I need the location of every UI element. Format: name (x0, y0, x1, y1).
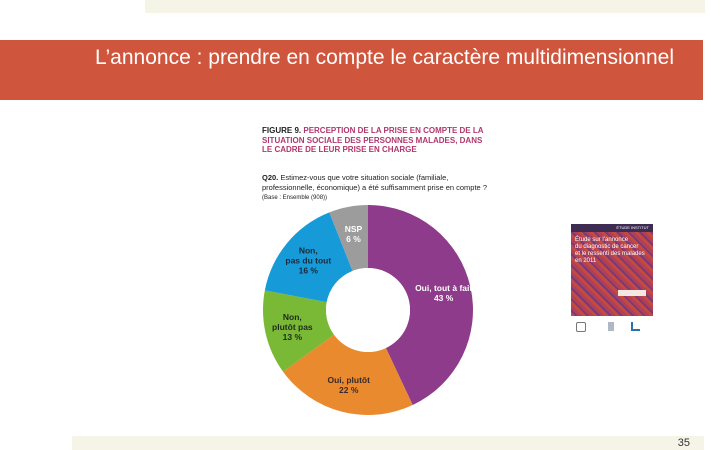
cover-logos (571, 320, 653, 336)
slice-label: NSP 6 % (345, 224, 363, 244)
slice-label: Non, plutôt pas 13 % (272, 312, 313, 342)
cover-box (618, 290, 646, 296)
report-cover: ÉTUDE INSTITUT Étude sur l’annonce du di… (571, 224, 653, 316)
donut-slice (283, 334, 413, 415)
cover-date: en 2011 (575, 258, 597, 264)
donut-slice (263, 290, 335, 372)
cover-title-line: et le ressenti des malades (575, 251, 645, 257)
cover-title-line: Étude sur l’annonce (575, 237, 629, 243)
slice-label: Oui, tout à fait 43 % (415, 283, 472, 303)
cover-title-line: du diagnostic de cancer (575, 244, 639, 250)
cover-header-text: ÉTUDE INSTITUT (616, 225, 649, 230)
logo-figure-icon (608, 322, 614, 331)
slice-label: Oui, plutôt 22 % (327, 375, 370, 395)
top-strip (145, 0, 705, 13)
figure-question: Q20. Estimez-vous que votre situation so… (262, 173, 492, 204)
slide-title: L’annonce : prendre en compte le caractè… (95, 46, 675, 69)
donut-slice (264, 212, 353, 303)
slide-title-bar: L’annonce : prendre en compte le caractè… (0, 40, 703, 100)
figure-number: FIGURE 9. (262, 126, 302, 135)
cover-header: ÉTUDE INSTITUT (571, 224, 653, 232)
page-number: 35 (677, 437, 690, 449)
question-text: Estimez-vous que votre situation sociale… (262, 173, 487, 192)
donut-slice (329, 205, 368, 271)
donut-slice (368, 205, 473, 406)
donut-hole (326, 268, 410, 352)
figure-heading: FIGURE 9. PERCEPTION DE LA PRISE EN COMP… (262, 126, 492, 155)
donut-chart: Oui, tout à fait 43 % Oui, plutôt 22 % Non, p… (263, 205, 473, 415)
figure-title: PERCEPTION DE LA PRISE EN COMPTE DE LA S… (262, 126, 484, 154)
logo-house-icon (631, 322, 640, 331)
question-base: (Base : Ensemble (908)) (262, 195, 328, 201)
logo-square-icon (576, 322, 586, 332)
slice-label: Non, pas du tout 16 % (285, 246, 331, 276)
cover-title: Étude sur l’annonce du diagnostic de can… (575, 237, 647, 265)
bottom-strip (72, 436, 704, 450)
question-number: Q20. (262, 173, 279, 182)
